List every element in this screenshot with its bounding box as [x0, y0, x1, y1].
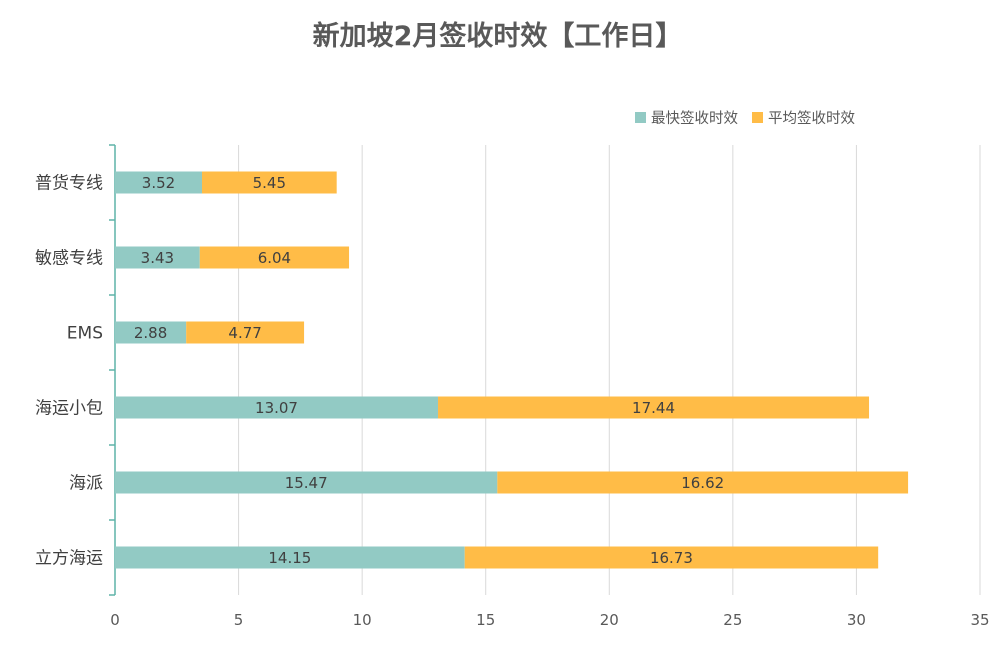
legend-swatch-fastest — [635, 112, 646, 123]
data-label-fastest-3: 13.07 — [255, 399, 298, 417]
legend-label-fastest: 最快签收时效 — [651, 111, 738, 127]
x-tick-label-0: 0 — [110, 611, 120, 629]
x-tick-label-25: 25 — [723, 611, 742, 629]
legend: 最快签收时效 平均签收时效 — [635, 107, 855, 128]
legend-label-average: 平均签收时效 — [768, 111, 855, 127]
x-tick-label-5: 5 — [234, 611, 244, 629]
data-label-average-2: 4.77 — [228, 324, 261, 342]
data-label-average-4: 16.62 — [681, 474, 724, 492]
category-label-0: 普货专线 — [35, 174, 103, 194]
data-label-average-1: 6.04 — [258, 249, 291, 267]
chart-title: 新加坡2月签收时效【工作日】 — [312, 21, 683, 52]
bar-fastest-2 — [115, 321, 187, 344]
bar-fastest-0 — [115, 171, 202, 194]
x-tick-label-35: 35 — [970, 611, 989, 629]
category-label-4: 海派 — [69, 474, 103, 494]
bar-average-4 — [497, 471, 909, 494]
bar-fastest-5 — [115, 546, 465, 569]
bar-average-5 — [464, 546, 879, 569]
legend-item-fastest: 最快签收时效 — [635, 107, 738, 128]
data-label-average-3: 17.44 — [632, 399, 675, 417]
category-label-5: 立方海运 — [35, 549, 103, 569]
data-label-average-0: 5.45 — [253, 174, 286, 192]
bar-fastest-4 — [115, 471, 498, 494]
data-label-fastest-0: 3.52 — [142, 174, 175, 192]
bar-average-3 — [438, 396, 870, 419]
data-label-average-5: 16.73 — [650, 549, 693, 567]
bar-average-0 — [201, 171, 337, 194]
data-label-fastest-2: 2.88 — [134, 324, 167, 342]
x-tick-label-20: 20 — [600, 611, 619, 629]
x-tick-label-30: 30 — [847, 611, 866, 629]
data-label-fastest-5: 14.15 — [268, 549, 311, 567]
category-label-1: 敏感专线 — [35, 249, 103, 269]
bar-average-2 — [186, 321, 305, 344]
legend-item-average: 平均签收时效 — [752, 107, 855, 128]
bar-fastest-3 — [115, 396, 439, 419]
bar-fastest-1 — [115, 246, 200, 269]
category-label-3: 海运小包 — [35, 399, 103, 419]
data-label-fastest-1: 3.43 — [141, 249, 174, 267]
x-tick-label-15: 15 — [476, 611, 495, 629]
x-tick-label-10: 10 — [353, 611, 372, 629]
category-label-2: EMS — [67, 324, 103, 344]
legend-swatch-average — [752, 112, 763, 123]
data-label-fastest-4: 15.47 — [285, 474, 328, 492]
bar-average-1 — [199, 246, 350, 269]
